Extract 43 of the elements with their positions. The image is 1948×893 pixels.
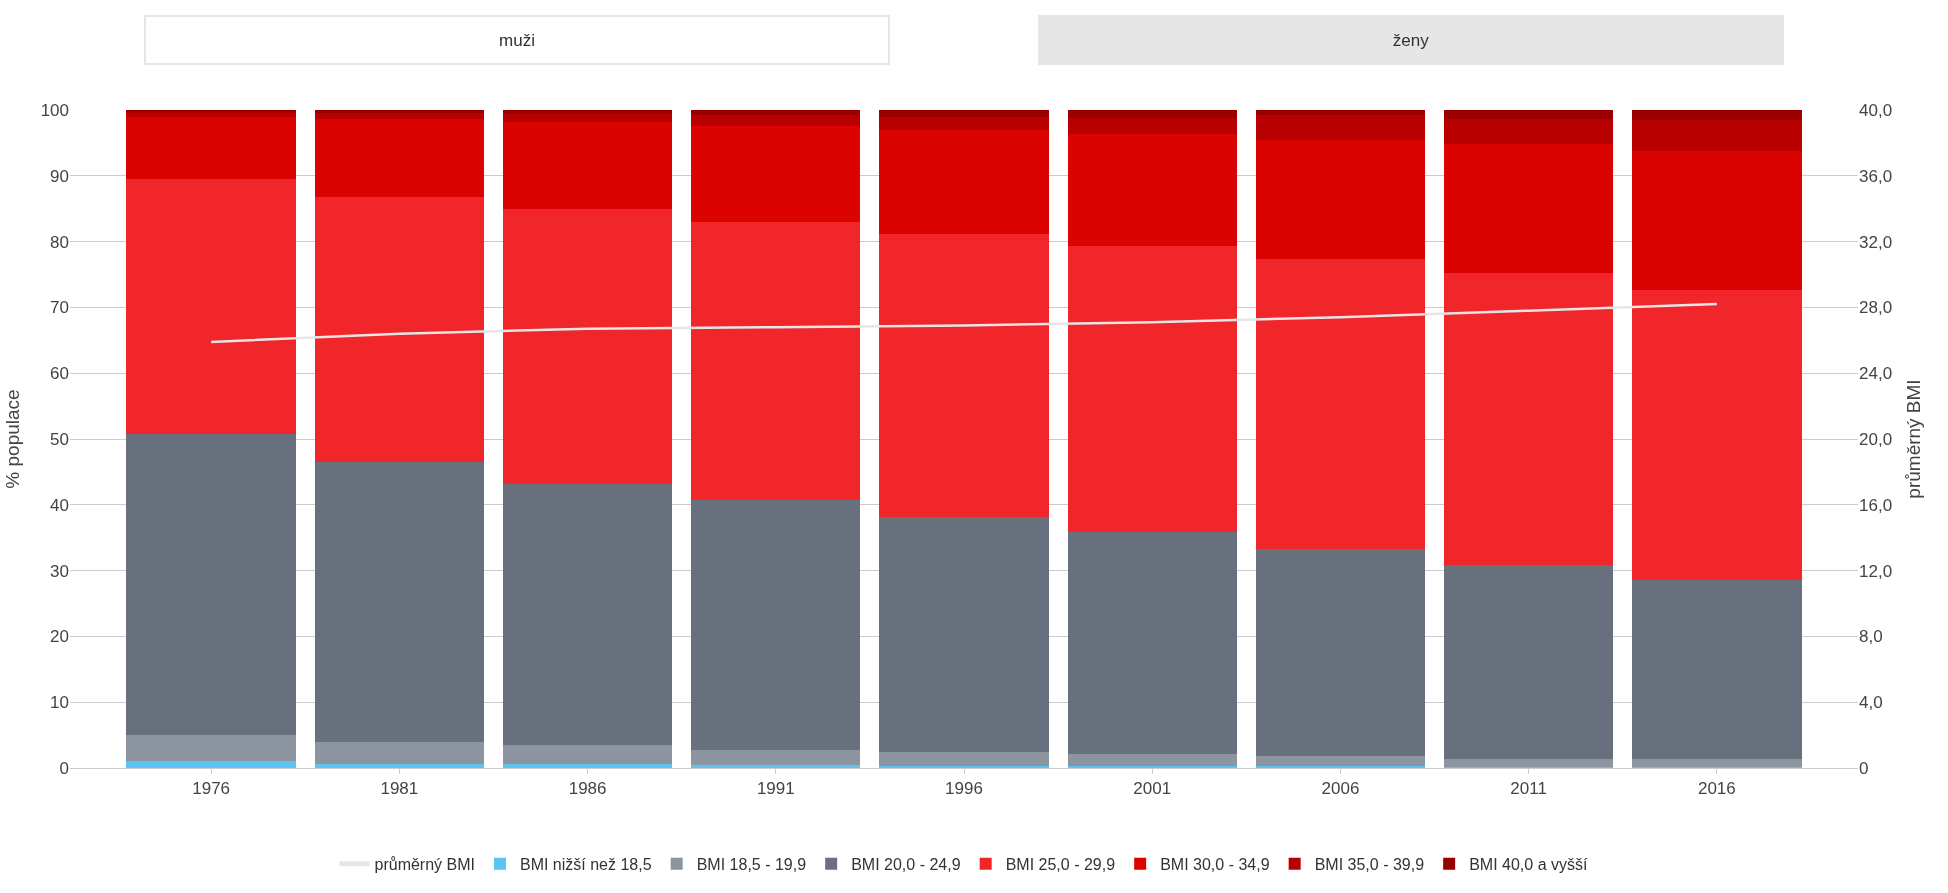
text: ženy <box>1392 30 1430 50</box>
y-tick-label: 20 <box>50 627 69 647</box>
x-tick-label: 1996 <box>945 779 983 799</box>
y-tick-label: 30 <box>50 561 69 581</box>
x-tick-label: 1981 <box>380 779 419 799</box>
y-tick-label: 0 <box>59 758 69 778</box>
legend-label: průměrný BMI <box>374 856 475 874</box>
legend-label: BMI 40,0 a vyšší <box>1469 856 1588 874</box>
legend-label: BMI 35,0 - 39,9 <box>1314 856 1425 874</box>
y2-tick-label: 12,0 <box>1859 561 1893 581</box>
y2-axis-title: průměrný BMI <box>1902 379 1924 499</box>
legend-label: BMI 25,0 - 29,9 <box>1005 856 1116 874</box>
x-tick-label: 2006 <box>1321 779 1360 799</box>
x-tick-label: 1991 <box>756 779 795 799</box>
y-tick-label: 40 <box>50 495 69 515</box>
y-tick-label: 10 <box>50 693 69 713</box>
legend-label: BMI 18,5 - 19,9 <box>696 856 807 874</box>
x-tick-label: 2016 <box>1697 779 1736 799</box>
x-tick-label: 1976 <box>192 779 231 799</box>
y2-tick-label: 0 <box>1859 758 1869 778</box>
legend-label: BMI 20,0 - 24,9 <box>851 856 961 874</box>
text: muži <box>499 30 535 50</box>
x-tick-label: 2011 <box>1510 779 1547 799</box>
y-tick-label: 70 <box>50 298 69 318</box>
y2-tick-label: 4,0 <box>1859 693 1883 713</box>
legend-label: BMI 30,0 - 34,9 <box>1160 856 1270 874</box>
y2-tick-label: 40,0 <box>1859 100 1893 120</box>
legend-label: BMI nižší než 18,5 <box>519 856 652 874</box>
y2-tick-label: 24,0 <box>1859 364 1893 384</box>
y2-tick-label: 36,0 <box>1859 166 1893 186</box>
y2-tick-label: 20,0 <box>1859 429 1893 449</box>
y-tick-label: 50 <box>50 429 69 449</box>
y-tick-label: 60 <box>50 364 69 384</box>
y2-tick-label: 8,0 <box>1859 627 1883 647</box>
y-axis-title: % populace <box>2 389 24 489</box>
y-tick-label: 90 <box>50 166 69 186</box>
y2-tick-label: 28,0 <box>1859 298 1893 318</box>
x-tick-label: 2001 <box>1133 779 1172 799</box>
y2-tick-label: 16,0 <box>1859 495 1893 515</box>
y-tick-label: 100 <box>40 100 69 120</box>
y2-tick-label: 32,0 <box>1859 232 1893 252</box>
y-tick-label: 80 <box>50 232 69 252</box>
x-tick-label: 1986 <box>568 779 607 799</box>
